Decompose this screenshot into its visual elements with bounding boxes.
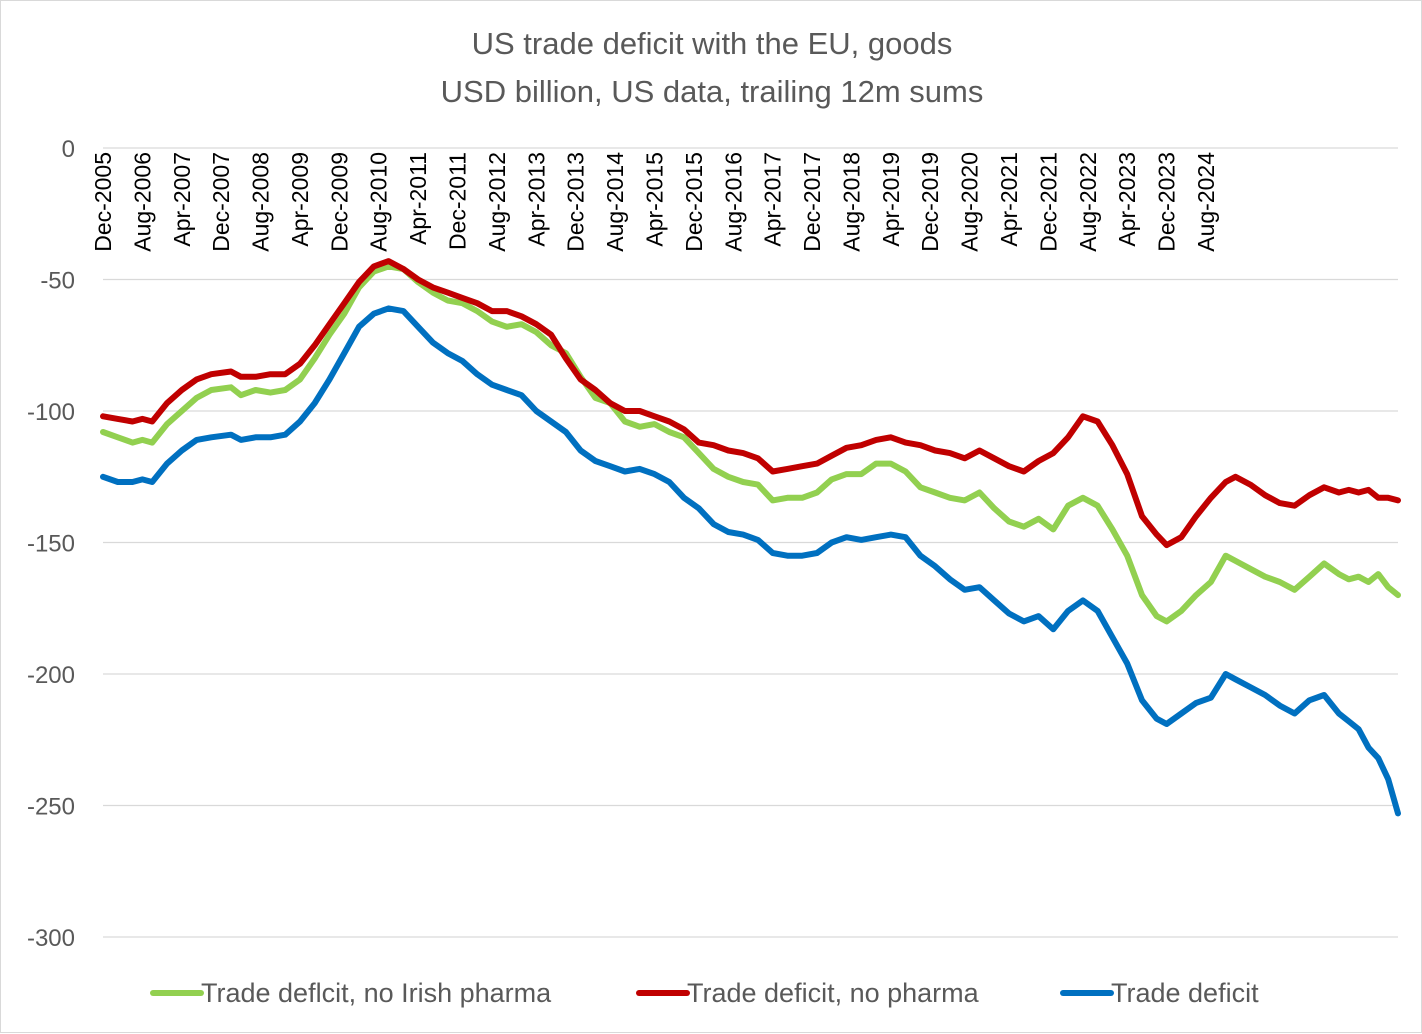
y-tick-label: -200 [27,662,75,689]
x-tick-label: Apr-2007 [169,152,195,247]
x-tick-label: Apr-2019 [878,152,904,247]
y-axis: 0 -50 -100 -150 -200 -250 -300 [27,136,75,952]
chart-subtitle: USD billion, US data, trailing 12m sums [441,74,984,109]
x-tick-label: Dec-2011 [445,152,471,250]
x-tick-label: Aug-2008 [248,152,274,252]
x-tick-label: Apr-2021 [996,152,1022,247]
x-tick-label: Aug-2012 [484,152,510,252]
x-tick-label: Aug-2010 [366,152,392,252]
x-tick-label: Aug-2014 [602,152,628,252]
x-tick-label: Aug-2018 [838,152,864,252]
x-tick-label: Dec-2019 [917,152,943,252]
x-tick-label: Aug-2020 [957,152,983,252]
legend-label: Trade deflcit, no Irish pharma [201,978,552,1008]
chart-title: US trade deficit with the EU, goods [472,26,953,61]
y-tick-label: -100 [27,399,75,426]
series-line [100,305,1401,817]
y-tick-label: -300 [27,925,75,952]
x-tick-label: Aug-2016 [720,152,746,252]
x-tick-label: Dec-2007 [208,152,234,252]
x-axis: Dec-2005 Aug-2006 Apr-2007 Dec-2007 Aug-2008… [90,152,1219,252]
x-tick-label: Apr-2011 [405,152,431,245]
x-tick-label: Apr-2017 [760,152,786,247]
x-tick-label: Dec-2013 [563,152,589,252]
x-tick-label: Apr-2013 [523,152,549,247]
x-tick-label: Aug-2022 [1075,152,1101,252]
gridlines [103,147,1398,938]
series-line [100,258,1401,549]
y-tick-label: -150 [27,531,75,558]
series-line [100,263,1401,625]
x-tick-label: Apr-2023 [1114,152,1140,247]
x-tick-label: Dec-2009 [326,152,352,252]
x-tick-label: Aug-2024 [1193,152,1219,252]
x-tick-label: Dec-2015 [681,152,707,252]
x-tick-label: Dec-2023 [1154,152,1180,252]
y-tick-label: -50 [40,268,75,295]
legend-label: Trade deficit, no pharma [687,978,980,1008]
x-tick-label: Dec-2017 [799,152,825,252]
legend: Trade deflcit, no Irish pharma Trade defi… [150,978,1259,1008]
y-tick-label: -250 [27,794,75,821]
x-tick-label: Apr-2015 [641,152,667,247]
x-tick-label: Dec-2005 [90,152,116,252]
x-tick-label: Dec-2021 [1035,152,1061,252]
legend-label: Trade deficit [1111,978,1259,1008]
series-lines [100,258,1401,817]
y-tick-label: 0 [62,136,75,163]
x-tick-label: Aug-2006 [129,152,155,252]
x-tick-label: Apr-2009 [287,152,313,247]
